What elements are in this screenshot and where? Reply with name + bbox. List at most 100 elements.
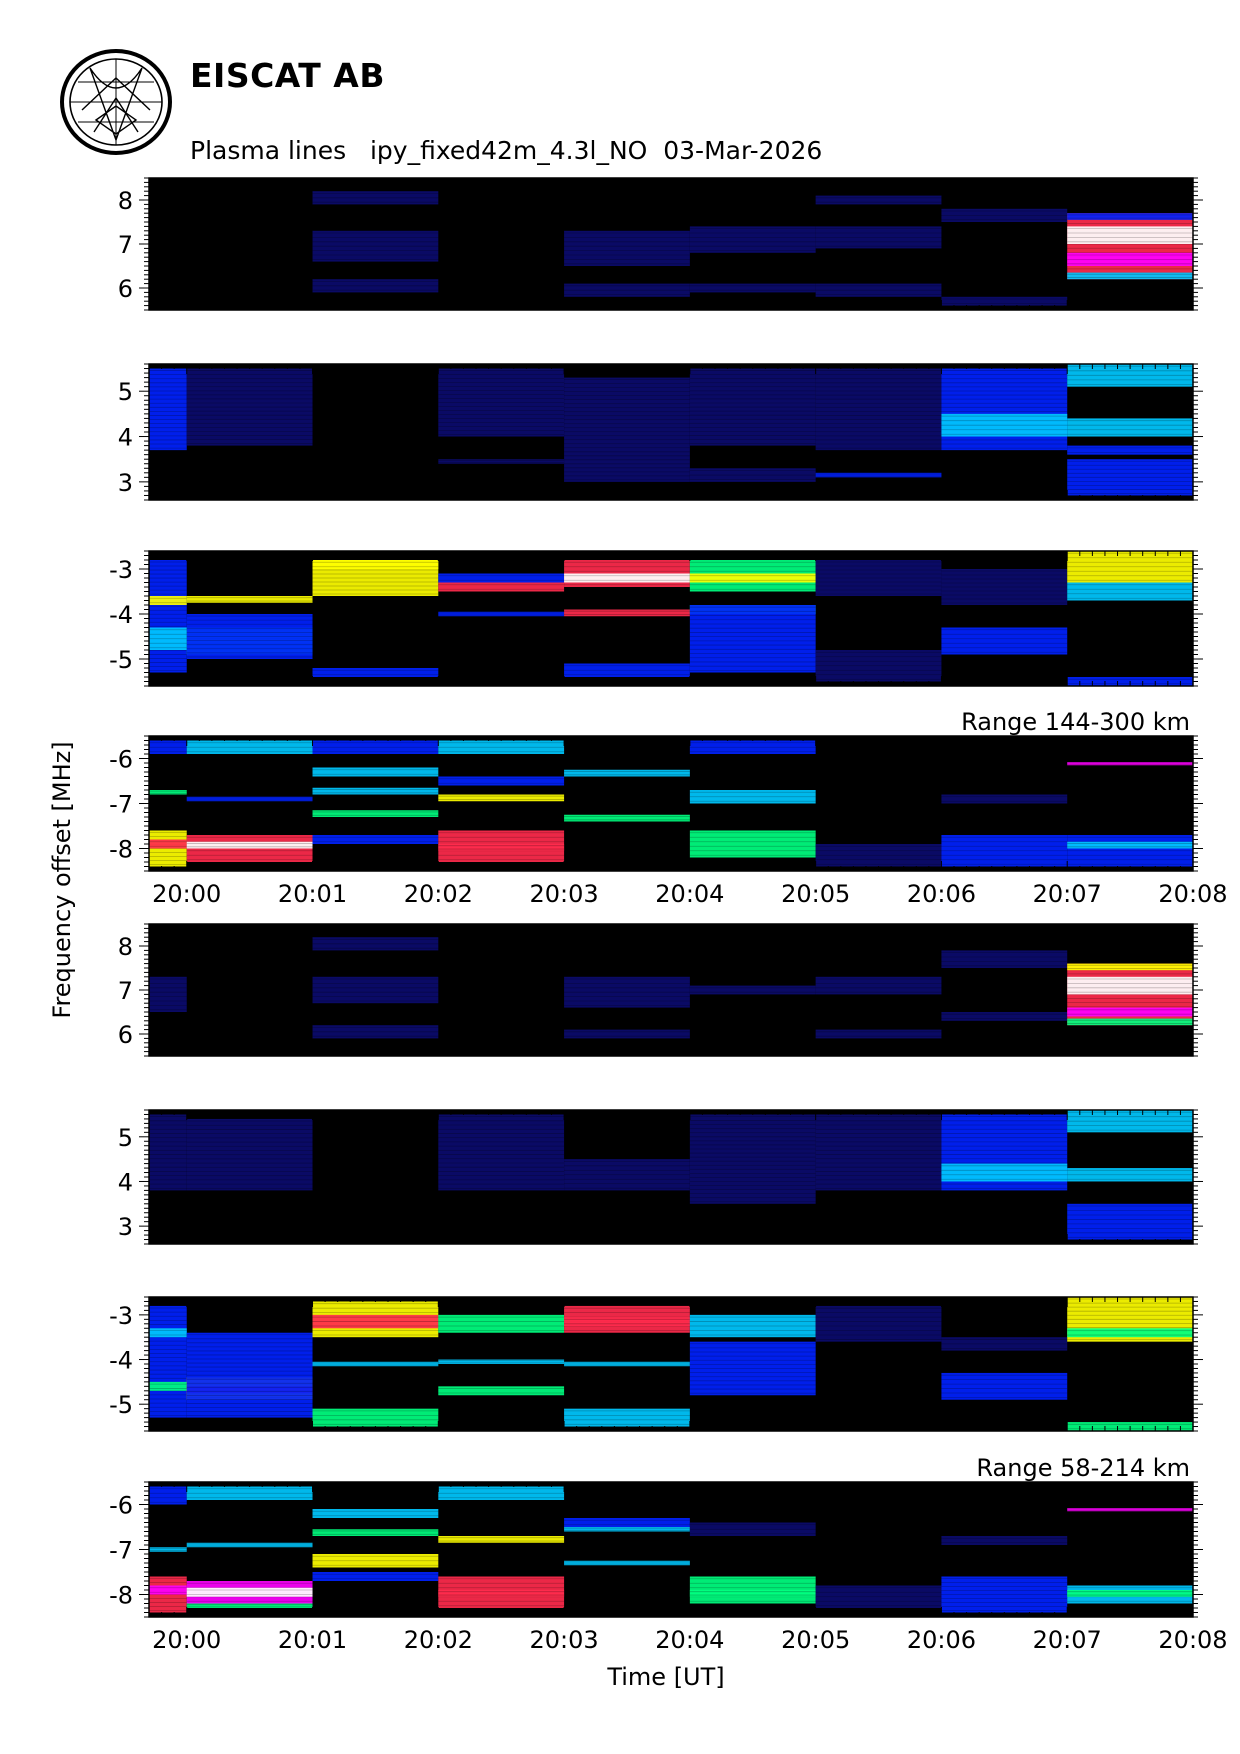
org-name: EISCAT AB — [190, 56, 385, 95]
spectral-band — [564, 814, 690, 822]
y-tick-label: 5 — [118, 378, 133, 406]
spectral-band — [1067, 1203, 1193, 1240]
spectral-band — [689, 283, 816, 293]
spectral-band — [1067, 1168, 1193, 1182]
spectral-band — [689, 226, 816, 253]
x-tick-label: 20:03 — [529, 1626, 598, 1654]
x-axis-label: Time [UT] — [606, 1663, 724, 1691]
spectral-band — [312, 1025, 439, 1039]
x-tick-label: 20:05 — [781, 1626, 850, 1654]
spectral-band — [1067, 226, 1193, 244]
spectral-band — [815, 560, 942, 596]
panel-2-2: 5 4 3 — [118, 1109, 1203, 1245]
spectral-band — [312, 1572, 439, 1581]
spectral-band — [941, 1372, 1068, 1400]
y-tick-label: 4 — [118, 424, 133, 452]
spectral-band — [689, 605, 816, 673]
spectral-band — [689, 1114, 816, 1204]
spectral-band — [438, 459, 565, 464]
y-tick-label: 3 — [118, 469, 133, 497]
spectral-band — [941, 569, 1068, 605]
spectral-band — [186, 1542, 313, 1548]
spectral-band — [438, 1314, 565, 1333]
spectral-band — [186, 1603, 313, 1608]
spectral-band — [941, 627, 1068, 655]
panel-2-1: 8 7 6 — [118, 923, 1203, 1057]
spectral-band — [312, 1408, 439, 1427]
panel-1-1: 8 7 6 — [118, 177, 1203, 311]
spectral-band — [689, 790, 816, 804]
y-tick-label: -8 — [109, 1582, 133, 1610]
plot-title: Plasma lines ipy_fixed42m_4.3l_NO 03-Mar… — [190, 136, 823, 165]
spectral-band — [941, 208, 1068, 222]
spectral-band — [564, 1159, 690, 1191]
spectral-band — [815, 195, 942, 205]
x-tick-label: 20:01 — [278, 880, 347, 908]
panel-2-4: -6 -7 -8 — [109, 1481, 1203, 1618]
spectral-band — [564, 976, 690, 1008]
spectral-band — [564, 573, 690, 583]
spectral-band — [312, 279, 439, 293]
spectral-band — [312, 937, 439, 951]
spectral-band — [438, 740, 565, 754]
spectral-band — [815, 472, 942, 478]
spectral-band — [1067, 762, 1193, 766]
spectral-band — [149, 839, 187, 849]
spectral-band — [312, 668, 439, 677]
spectral-band — [149, 596, 187, 605]
y-tick-label: -7 — [109, 791, 133, 819]
eiscat-logo — [60, 48, 176, 156]
spectral-band — [1067, 213, 1193, 280]
x-tick-label: 20:02 — [404, 880, 473, 908]
x-tick-label: 20:04 — [655, 1626, 724, 1654]
spectral-band — [689, 573, 816, 583]
spectral-band — [1067, 841, 1193, 849]
spectral-band — [438, 794, 565, 802]
spectral-band — [815, 1305, 942, 1342]
spectral-band — [438, 582, 565, 592]
spectral-band — [312, 740, 439, 754]
spectral-band — [941, 296, 1068, 306]
spectral-band — [312, 1529, 439, 1536]
spectral-band — [312, 1314, 439, 1329]
y-tick-label: -5 — [109, 1391, 133, 1419]
spectral-band — [564, 1361, 690, 1367]
spectral-band — [564, 663, 690, 677]
y-tick-label: 6 — [118, 275, 133, 303]
y-tick-label: 3 — [118, 1213, 133, 1241]
range-label-group-2: Range 58-214 km — [976, 1454, 1190, 1482]
spectral-band — [941, 950, 1068, 968]
x-tick-label: 20:07 — [1033, 880, 1102, 908]
panel-1-2: 5 4 3 — [118, 363, 1203, 501]
spectral-band — [815, 1585, 942, 1608]
spectral-band — [815, 1114, 942, 1191]
spectral-band — [312, 1509, 439, 1518]
y-tick-label: 8 — [118, 933, 133, 961]
x-tick-label: 20:06 — [907, 1626, 976, 1654]
y-tick-label: -5 — [109, 646, 133, 674]
spectral-band — [186, 368, 313, 446]
spectral-band — [149, 1486, 187, 1505]
spectral-band — [564, 609, 690, 617]
panel-1-4: -6 -7 -8 — [109, 735, 1203, 872]
spectral-band — [941, 1337, 1068, 1351]
spectral-band — [689, 1314, 816, 1338]
spectral-band — [1067, 1590, 1193, 1597]
y-tick-label: -3 — [109, 556, 133, 584]
spectral-band — [312, 560, 439, 569]
spectral-band — [312, 1554, 439, 1568]
spectral-band — [438, 573, 565, 583]
spectral-band — [564, 1029, 690, 1039]
spectral-band — [1067, 272, 1193, 280]
spectral-band — [564, 1317, 690, 1327]
spectral-band — [815, 226, 942, 249]
spectral-band — [186, 740, 313, 754]
spectral-band — [438, 611, 565, 617]
spectral-band — [941, 794, 1068, 804]
y-axis-label: Frequency offset [MHz] — [48, 741, 76, 1018]
spectral-band — [438, 844, 565, 851]
x-tick-label: 20:02 — [404, 1626, 473, 1654]
x-tick-label: 20:04 — [655, 880, 724, 908]
spectral-band — [186, 614, 313, 659]
spectral-band — [312, 767, 439, 777]
